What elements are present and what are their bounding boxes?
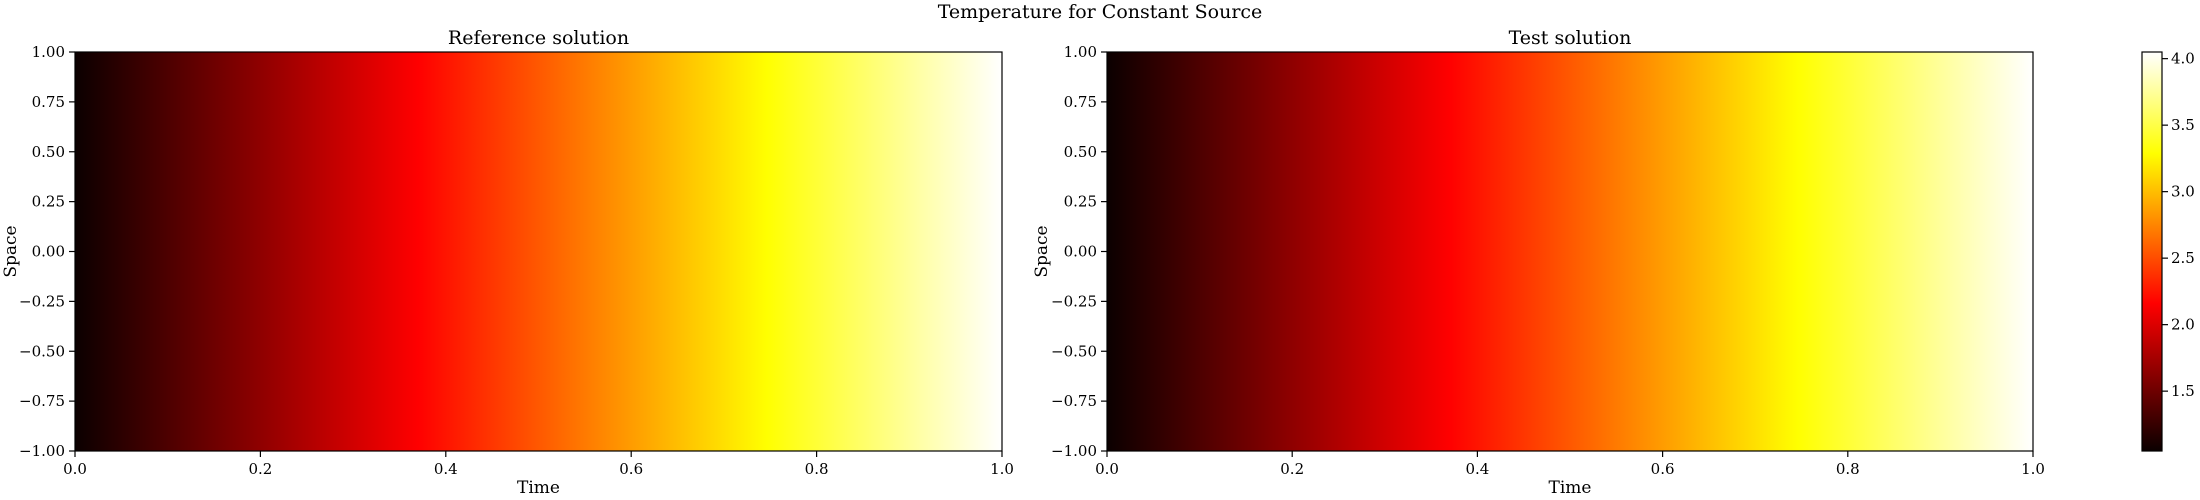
y-tick-label: −1.00 [1051,442,1097,460]
y-tick-label: −0.50 [19,342,65,360]
colorbar-tick-label: 1.5 [2171,382,2195,400]
x-tick-label: 0.2 [248,460,272,478]
panel-title: Reference solution [448,27,629,49]
colorbar-tick-label: 3.0 [2171,183,2195,201]
y-tick-label: 0.50 [1064,143,1097,161]
colorbar: 1.5 2.0 2.5 3.0 3.5 4.0 [2141,50,2195,452]
y-tick-label: −0.50 [1051,342,1097,360]
heatmap-image [75,52,1002,451]
y-ticks: −1.00 −0.75 −0.50 −0.25 0.00 0.25 0.50 0.75 1.00 [1051,43,1107,460]
heatmap-image [1107,52,2033,451]
x-tick-label: 0.4 [1465,460,1489,478]
x-tick-label: 1.0 [2021,460,2045,478]
y-tick-label: −0.25 [1051,292,1097,310]
x-tick-label: 1.0 [990,460,1014,478]
heatmap-panel-test: Test solution Time Space 0.0 0.2 0.4 0.6 0.8… [1032,27,2045,498]
x-axis-label: Time [1549,478,1592,498]
heatmap-panel-reference: Reference solution Time Space 0.0 0.2 0.4 0… [1,27,1014,498]
y-tick-label: −0.75 [1051,392,1097,410]
x-tick-label: 0.4 [434,460,458,478]
panel-title: Test solution [1509,27,1632,49]
x-tick-label: 0.6 [619,460,643,478]
y-tick-label: 0.00 [32,243,65,261]
colorbar-tick-label: 2.5 [2171,249,2195,267]
x-ticks: 0.0 0.2 0.4 0.6 0.8 1.0 [1095,451,2045,478]
y-tick-label: 0.00 [1064,243,1097,261]
x-tick-label: 0.2 [1280,460,1304,478]
y-tick-label: 0.50 [32,143,65,161]
colorbar-frame [2141,51,2163,452]
x-tick-label: 0.8 [805,460,829,478]
y-axis-label: Space [1032,225,1052,277]
colorbar-tick-label: 3.5 [2171,116,2195,134]
colorbar-tick-label: 2.0 [2171,316,2195,334]
x-tick-label: 0.8 [1836,460,1860,478]
y-tick-label: 0.75 [1064,93,1097,111]
y-tick-label: 0.25 [32,193,65,211]
x-ticks: 0.0 0.2 0.4 0.6 0.8 1.0 [63,451,1014,478]
colorbar-tick-label: 4.0 [2171,50,2195,68]
x-tick-label: 0.6 [1651,460,1675,478]
colorbar-gradient [2142,52,2162,451]
y-tick-label: −0.25 [19,292,65,310]
y-tick-label: 1.00 [32,43,65,61]
y-tick-label: −1.00 [19,442,65,460]
y-axis-label: Space [1,225,21,277]
x-tick-label: 0.0 [63,460,87,478]
y-tick-label: 0.75 [32,93,65,111]
x-axis-label: Time [517,478,560,498]
y-tick-label: 0.25 [1064,193,1097,211]
y-tick-label: −0.75 [19,392,65,410]
y-tick-label: 1.00 [1064,43,1097,61]
x-tick-label: 0.0 [1095,460,1119,478]
colorbar-ticks: 1.5 2.0 2.5 3.0 3.5 4.0 [2162,50,2195,400]
y-ticks: −1.00 −0.75 −0.50 −0.25 0.00 0.25 0.50 0.75 1.00 [19,43,75,460]
figure-title: Temperature for Constant Source [938,1,1263,23]
